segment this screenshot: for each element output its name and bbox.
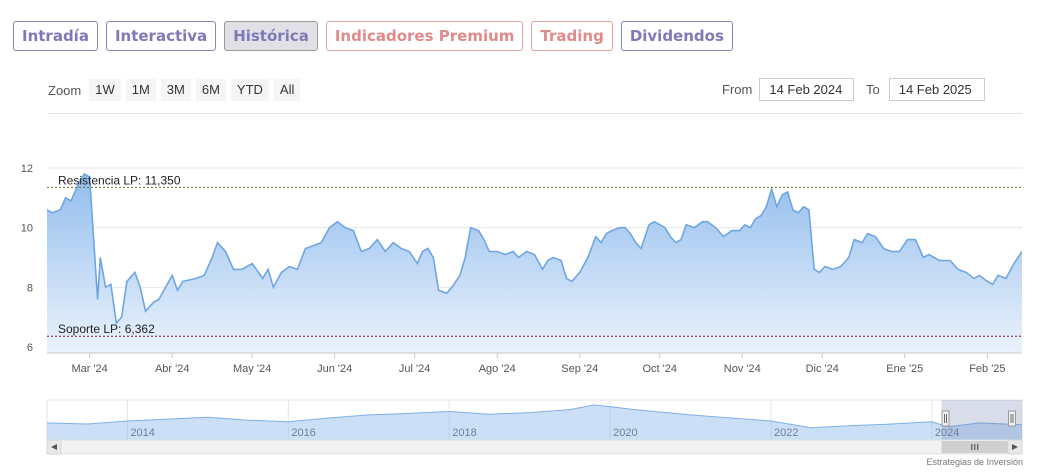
x-tick-label: Ene '25 [886,363,923,375]
x-tick-label: Dic '24 [806,363,839,375]
navigator-year-label: 2022 [774,427,798,439]
navigator-area [47,405,1022,440]
x-tick-label: Abr '24 [155,363,190,375]
x-tick-label: Mar '24 [71,363,107,375]
price-line [47,172,1022,325]
zoom-label: Zoom [48,82,82,98]
x-tick-label: Jul '24 [399,363,430,375]
y-tick-label: 12 [21,163,33,175]
zoom-buttons: 1W 1M 3M 6M YTD All [89,79,301,101]
x-tick-label: Jun '24 [317,363,352,375]
zoom-all-button[interactable]: All [273,79,301,101]
navigator-year-label: 2018 [452,427,476,439]
navigator-line [46,404,1023,429]
tab-hist-rica[interactable]: Histórica [224,21,318,51]
chart-tabs: Intradía Interactiva Histórica Indicadores … [13,21,733,51]
tab-interactiva[interactable]: Interactiva [105,21,217,51]
navigator-year-labels: 2014 2016 2018 2020 2022 2024 [126,400,959,440]
tab-trading[interactable]: Trading [531,21,613,51]
zoom-1w-button[interactable]: 1W [89,79,121,101]
zoom-toolbar: Zoom 1W 1M 3M 6M YTD All [48,79,301,101]
navigator-year-label: 2020 [613,427,637,439]
zoom-6m-button[interactable]: 6M [195,79,226,101]
scrollbar-track[interactable] [46,439,1023,455]
x-axis: Mar '24 Abr '24 May '24 Jun '24 Jul '24 Ago '… [71,353,1006,375]
y-tick-label: 10 [21,223,33,235]
reference-line-label: Soporte LP: 6,362 [58,322,155,336]
y-tick-label: 6 [27,342,33,354]
tab-intrad-a[interactable]: Intradía [13,21,98,51]
x-tick-label: May '24 [233,363,271,375]
x-tick-label: Sep '24 [561,363,598,375]
x-tick-label: Ago '24 [479,363,516,375]
tab-dividendos[interactable]: Dividendos [620,21,733,51]
credit-text: Estrategias de Inversión [926,457,1023,467]
navigator-handles[interactable] [941,410,1016,427]
y-tick-label: 8 [27,282,33,294]
date-range-from: From 14 Feb 2024 [722,78,855,101]
x-tick-label: Feb '25 [969,363,1005,375]
zoom-1m-button[interactable]: 1M [125,79,156,101]
arrow-right-icon [1012,444,1018,450]
price-area [47,174,1022,353]
arrow-left-icon [51,444,57,450]
navigator-year-label: 2014 [130,427,154,439]
x-tick-label: Oct '24 [642,363,677,375]
toolbar-divider [47,113,1022,114]
to-label: To [866,82,880,97]
from-label: From [722,82,753,97]
navigator-handle[interactable] [1008,410,1016,427]
navigator-handle[interactable] [941,410,950,427]
navigator-year-label: 2016 [291,427,315,439]
navigator[interactable]: 2014 2016 2018 2020 2022 2024 [46,399,1023,441]
tab-indicadores-premium[interactable]: Indicadores Premium [325,21,524,51]
x-tick-label: Nov '24 [724,363,761,375]
navigator-year-label: 2024 [935,427,959,439]
zoom-3m-button[interactable]: 3M [160,79,191,101]
date-range-to: To 14 Feb 2025 [866,78,985,101]
grip-icon [971,444,979,450]
from-date-input[interactable]: 14 Feb 2024 [759,78,855,101]
zoom-ytd-button[interactable]: YTD [230,79,269,101]
navigator-scrollbar[interactable] [46,439,1023,455]
reference-lines: Resistencia LP: 11,350 Soporte LP: 6,362 [47,173,1022,337]
to-date-input[interactable]: 14 Feb 2025 [888,78,985,101]
y-axis: 6 8 10 12 [21,163,33,354]
navigator-frame [46,399,1023,441]
reference-line-label: Resistencia LP: 11,350 [58,173,181,187]
